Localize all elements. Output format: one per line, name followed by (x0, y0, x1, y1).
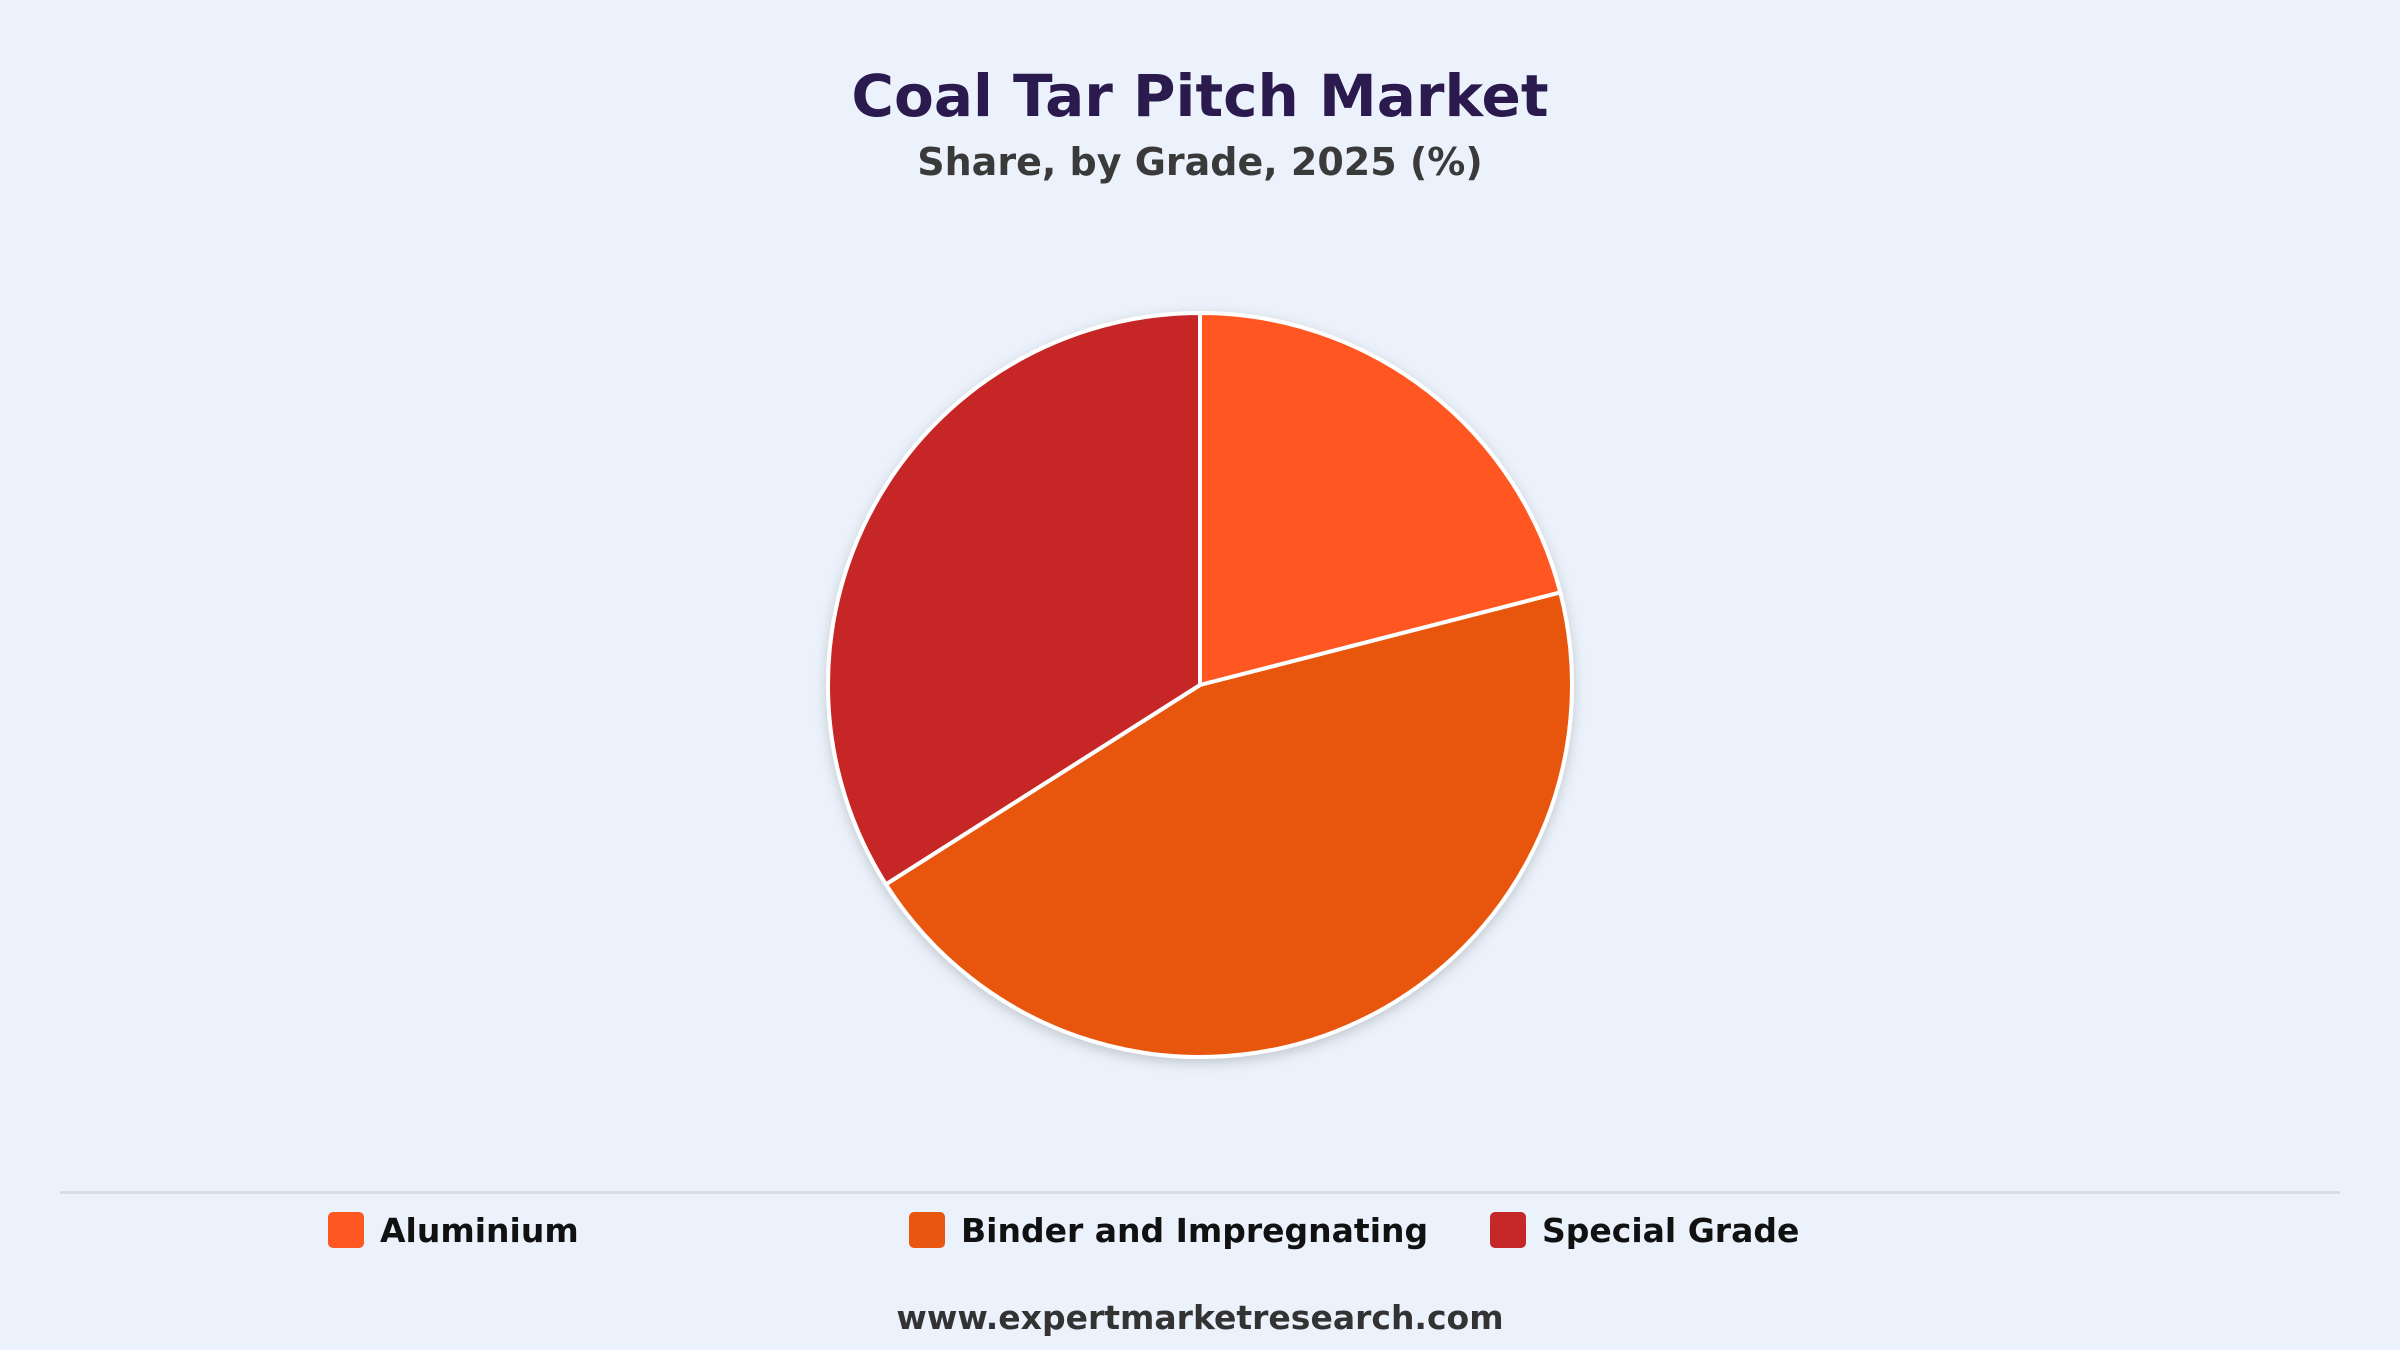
legend-label-special-grade: Special Grade (1542, 1210, 1800, 1250)
pie-slice-special-grade[interactable] (826, 311, 1202, 887)
legend-swatch-binder-and-impregnating (909, 1212, 945, 1248)
legend-item-special-grade[interactable]: Special Grade (1490, 1210, 1799, 1250)
pie-slice-aluminium[interactable] (1198, 311, 1563, 687)
pie-slices (826, 311, 1574, 1059)
pie-chart (826, 311, 1574, 1059)
chart-title: Coal Tar Pitch Market (851, 62, 1549, 130)
legend-item-aluminium[interactable]: Aluminium (328, 1210, 579, 1250)
chart-subtitle: Share, by Grade, 2025 (%) (917, 140, 1483, 184)
pie-slice-binder-and-impregnating[interactable] (883, 590, 1574, 1059)
legend-label-aluminium: Aluminium (380, 1210, 579, 1250)
legend-item-binder-and-impregnating[interactable]: Binder and Impregnating (909, 1210, 1428, 1250)
legend-divider (60, 1191, 2340, 1194)
legend-swatch-special-grade (1490, 1212, 1526, 1248)
legend-label-binder-and-impregnating: Binder and Impregnating (961, 1210, 1429, 1250)
source-url: www.expertmarketresearch.com (896, 1298, 1504, 1337)
legend-swatch-aluminium (328, 1212, 364, 1248)
